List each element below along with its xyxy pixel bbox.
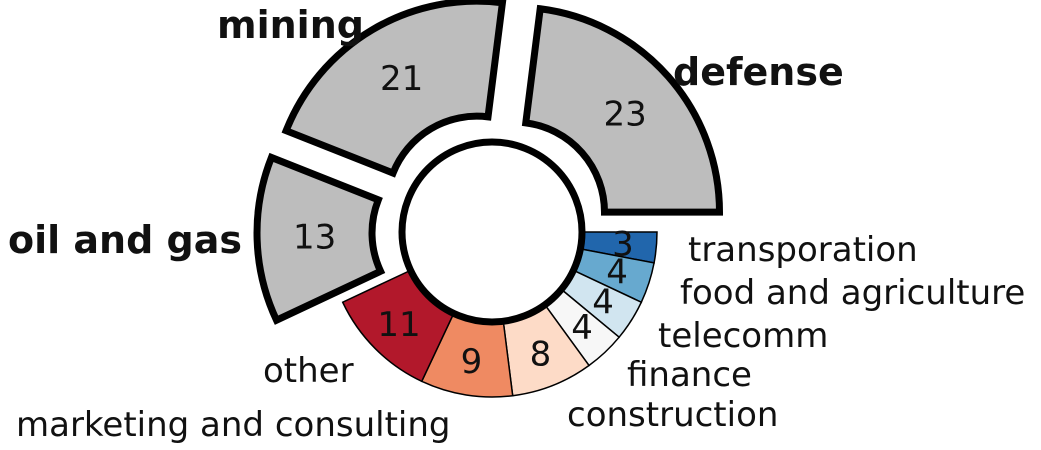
value-label-mining: 21: [380, 59, 423, 99]
category-label-defense: defense: [673, 50, 844, 94]
chart-wedges: [253, 0, 724, 398]
wedge-mining: [281, 0, 507, 178]
category-label-oil-and-gas: oil and gas: [8, 218, 242, 262]
wedge-oil-and-gas: [253, 152, 386, 325]
value-label-defense: 23: [604, 95, 647, 135]
value-label-marketing-and-consulting: 9: [461, 342, 483, 382]
value-label-oil-and-gas: 13: [293, 218, 336, 258]
value-label-finance: 4: [571, 308, 593, 348]
value-label-other: 11: [377, 305, 420, 345]
category-label-mining: mining: [217, 3, 364, 47]
wedge-defense: [521, 4, 724, 216]
value-label-construction: 8: [530, 334, 552, 374]
category-label-construction: construction: [567, 395, 778, 435]
category-label-transporation: transporation: [688, 230, 918, 270]
value-label-transporation: 3: [612, 224, 634, 264]
category-label-other: other: [263, 351, 354, 391]
category-label-telecomm: telecomm: [658, 316, 828, 356]
category-label-food-and-agriculture: food and agriculture: [680, 273, 1025, 313]
value-label-food-and-agriculture: 4: [606, 253, 628, 293]
value-label-telecomm: 4: [592, 282, 614, 322]
donut-hole: [398, 138, 586, 326]
category-label-marketing-and-consulting: marketing and consulting: [16, 405, 450, 445]
category-label-finance: finance: [627, 355, 752, 395]
chart-labels: 3 transporation 4 food and agriculture 4 tele…: [8, 3, 1025, 445]
